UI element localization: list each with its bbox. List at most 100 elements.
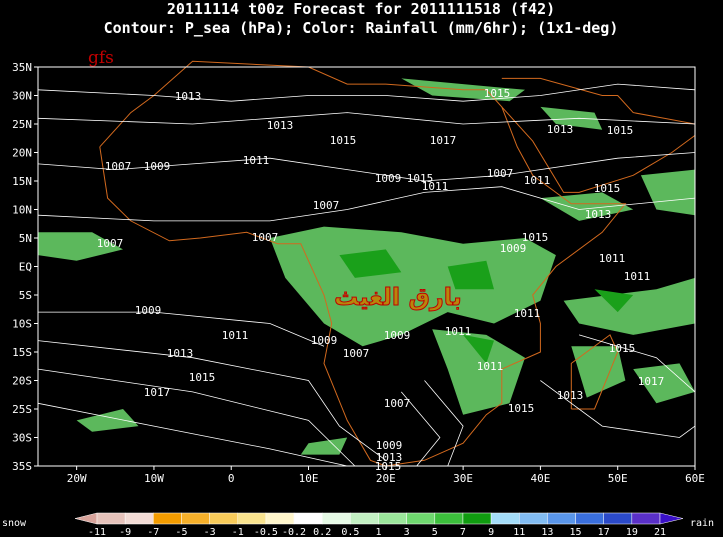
isobar	[400, 391, 441, 467]
contour-label: 1011	[624, 270, 651, 283]
colorbar-arrow-right	[659, 512, 684, 525]
rainfall-area	[563, 277, 695, 335]
heavy-rainfall-area	[339, 249, 402, 278]
isobar	[424, 380, 464, 467]
rainfall-area	[633, 363, 695, 404]
rainfall-area	[300, 437, 348, 455]
heavy-rainfall-area	[463, 334, 494, 364]
contour-label: 1013	[585, 208, 612, 221]
contour-label: 1009	[384, 329, 411, 342]
contour-label: 1011	[524, 174, 551, 187]
colorbar-label: -5	[175, 527, 187, 537]
colorbar-box	[575, 512, 604, 525]
colorbar-label: 13	[541, 527, 553, 537]
lat-label: 5S	[19, 289, 32, 302]
rainfall-area	[640, 169, 695, 216]
colorbar-label: -9	[119, 527, 131, 537]
title: 20111114 t00z Forecast for 2011111518 (f…	[167, 0, 555, 18]
contour-label: 1009	[375, 172, 402, 185]
lat-label: 25S	[12, 403, 32, 416]
contour-label: 1013	[547, 123, 574, 136]
contour-label: 1017	[144, 386, 171, 399]
isobar	[37, 340, 387, 461]
contour-label: 1007	[97, 237, 124, 250]
lat-label: 25N	[12, 118, 32, 131]
colorbar-label: 7	[460, 527, 466, 537]
colorbar-label: 0.2	[313, 527, 331, 537]
contour-label: 1007	[105, 160, 132, 173]
contour-label: 1011	[477, 360, 504, 373]
subtitle: Contour: P_sea (hPa); Color: Rainfall (m…	[104, 19, 619, 37]
colorbar-box	[237, 512, 267, 525]
contour-label: 1015	[522, 231, 549, 244]
lat-label: 10N	[12, 204, 32, 217]
lon-label: 10E	[299, 472, 319, 485]
colorbar-box	[631, 512, 661, 525]
colorbar-label: 9	[488, 527, 494, 537]
colorbar-box	[434, 512, 464, 525]
colorbar-box	[462, 512, 492, 525]
contour-label: 1013	[175, 90, 202, 103]
contour-label: 1011	[599, 252, 626, 265]
isobar	[37, 186, 696, 222]
colorbar-box	[293, 512, 323, 525]
lat-label: 20N	[12, 147, 32, 160]
colorbar-box	[603, 512, 633, 525]
contour-label: 1013	[376, 451, 403, 464]
isobar	[37, 368, 356, 467]
colorbar-label: -11	[88, 527, 106, 537]
contour-label: 1013	[167, 347, 194, 360]
colorbar-box	[96, 512, 126, 525]
contour-label: 1011	[514, 307, 541, 320]
contour-label: 1007	[384, 397, 411, 410]
contour-label: 1011	[243, 154, 270, 167]
contour-label: 1015	[375, 460, 402, 473]
colorbar-label: 11	[513, 527, 525, 537]
contour-label: 1007	[252, 231, 279, 244]
lon-label: 40E	[530, 472, 550, 485]
colorbar-label: -7	[147, 527, 159, 537]
contour-label: 1015	[189, 371, 216, 384]
colorbar-box	[181, 512, 210, 525]
contour-label: 1011	[445, 325, 472, 338]
map: 35N 30N 25N 20N 15N 10N 5N EQ 5S 10S 15S 20S 25S 30S 3…	[12, 60, 705, 485]
colorbar-label: 3	[404, 527, 410, 537]
lat-label: 10S	[12, 318, 32, 331]
lon-label: 50E	[608, 472, 628, 485]
lat-label: 35S	[12, 460, 32, 473]
colorbar-box	[209, 512, 239, 525]
contour-label: 1015	[594, 182, 621, 195]
colorbar-box	[406, 512, 436, 525]
isobar	[37, 402, 348, 467]
isobar	[540, 380, 696, 438]
contour-label: 1007	[313, 199, 340, 212]
colorbar-label: -0.2	[282, 527, 306, 537]
coastline	[570, 334, 619, 410]
colorbar-box	[153, 512, 182, 525]
colorbar-left-label: snow	[2, 518, 27, 529]
heavy-rainfall-area	[594, 289, 634, 313]
colorbar-box	[490, 512, 520, 525]
rainfall-area	[76, 409, 139, 432]
colorbar-box	[265, 512, 295, 525]
lon-label: 20W	[67, 472, 87, 485]
lat-label: 5N	[19, 232, 32, 245]
isobar	[38, 311, 325, 347]
colorbar-label: 15	[570, 527, 582, 537]
lon-label: 20E	[376, 472, 396, 485]
heavy-rainfall-area	[447, 260, 494, 290]
colorbar-box	[378, 512, 407, 525]
colorbar-right-label: rain	[690, 518, 714, 529]
colorbar-label: 5	[432, 527, 438, 537]
contour-label: 1007	[343, 347, 370, 360]
isobar	[578, 334, 696, 393]
lat-label: 20S	[12, 375, 32, 388]
lat-label: 30N	[12, 90, 32, 103]
contour-label: 1009	[500, 242, 527, 255]
contour-label: 1015	[609, 342, 636, 355]
contour-label: 1017	[430, 134, 457, 147]
rainfall-area	[540, 192, 634, 221]
colorbar-box	[321, 512, 351, 525]
isobar	[37, 152, 696, 182]
